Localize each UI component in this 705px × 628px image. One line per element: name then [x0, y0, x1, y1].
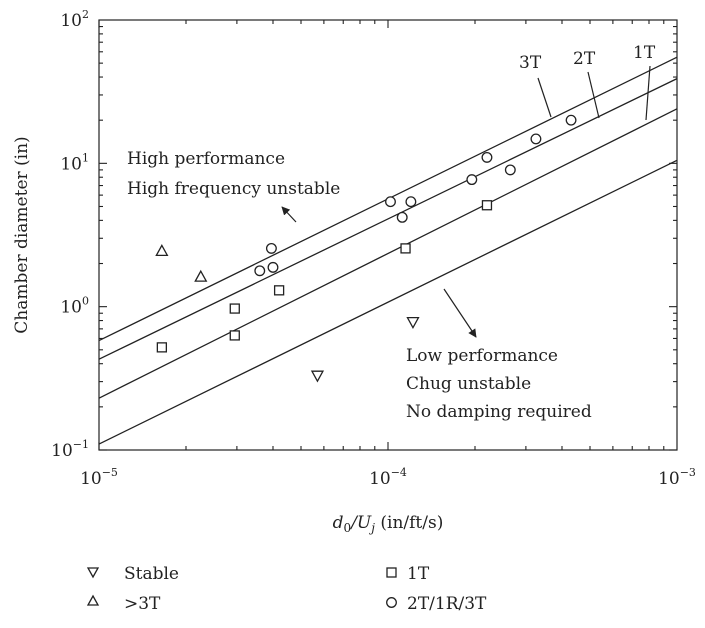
annotation-high-performance: High performance — [127, 149, 285, 169]
legend-label-1t: 1T — [407, 564, 430, 584]
legend-item-1t: 1T — [386, 564, 430, 584]
legend-label-2t1r3t: 2T/1R/3T — [407, 594, 487, 614]
y-tick-label: 102 — [60, 8, 89, 31]
x-tick-label: 10−5 — [80, 466, 118, 489]
triangle-up-icon — [86, 594, 100, 606]
axis-ticks: 10−5 10−4 10−3 10−1 100 101 102 — [51, 8, 696, 489]
data-point-circle — [267, 261, 279, 273]
x-axis-label: d0/Uj (in/ft/s) — [333, 513, 444, 535]
annotation-high-frequency-unstable: High frequency unstable — [127, 179, 340, 199]
data-points — [155, 114, 577, 383]
x-tick-label: 10−4 — [369, 466, 407, 489]
data-point-circle — [481, 151, 493, 163]
data-point-circle — [504, 164, 516, 176]
data-point-triangle-up — [194, 269, 208, 282]
line-label-1t: 1T — [633, 43, 656, 63]
data-point-circle — [466, 174, 478, 186]
data-point-circle — [530, 133, 542, 145]
legend-item-gt3t: >3T — [86, 594, 161, 614]
boundary-line-2t — [98, 78, 678, 360]
x-tick-label: 10−3 — [658, 466, 696, 489]
y-tick-label: 101 — [60, 151, 89, 174]
boundary-line-lower — [98, 159, 678, 445]
data-point-square — [273, 285, 285, 296]
line-label-3t: 3T — [519, 53, 542, 73]
data-point-square — [156, 342, 168, 353]
boundary-lines — [98, 56, 678, 445]
data-point-circle — [565, 114, 577, 126]
data-point-square — [229, 330, 240, 341]
data-point-triangle-down — [406, 316, 420, 329]
data-point-circle — [405, 196, 417, 208]
data-point-circle — [396, 211, 408, 223]
legend-label-gt3t: >3T — [124, 594, 161, 614]
boundary-line-1t — [98, 108, 678, 399]
legend-item-stable: Stable — [86, 564, 179, 584]
line-label-2t: 2T — [573, 49, 596, 69]
data-point-circle — [265, 242, 277, 254]
annotation-up-arrow — [281, 206, 297, 223]
triangle-down-icon — [86, 567, 100, 579]
y-tick-label: 10−1 — [51, 438, 89, 461]
legend-label-stable: Stable — [124, 564, 179, 584]
data-point-square — [229, 303, 240, 314]
data-point-triangle-down — [310, 370, 325, 383]
data-point-square — [400, 243, 411, 254]
line-label-3t-leader — [537, 77, 552, 118]
line-label-2t-leader — [587, 71, 600, 119]
legend-item-2t1r3t: 2T/1R/3T — [386, 594, 487, 614]
legend: Stable >3T 1T 2T/1R/3T — [86, 564, 487, 614]
square-icon — [386, 567, 397, 578]
line-label-1t-leader — [645, 65, 651, 121]
circle-icon — [386, 597, 397, 608]
annotation-down-arrow — [443, 288, 477, 338]
y-axis-label: Chamber diameter (in) — [12, 136, 32, 333]
annotation-no-damping: No damping required — [406, 402, 592, 422]
annotation-chug-unstable: Chug unstable — [406, 374, 531, 394]
data-point-triangle-up — [155, 244, 169, 257]
data-point-square — [481, 200, 493, 211]
y-tick-label: 100 — [60, 295, 89, 318]
plot-frame — [98, 19, 678, 451]
data-point-circle — [254, 265, 266, 277]
data-point-circle — [385, 196, 396, 208]
annotation-low-performance: Low performance — [406, 346, 558, 366]
